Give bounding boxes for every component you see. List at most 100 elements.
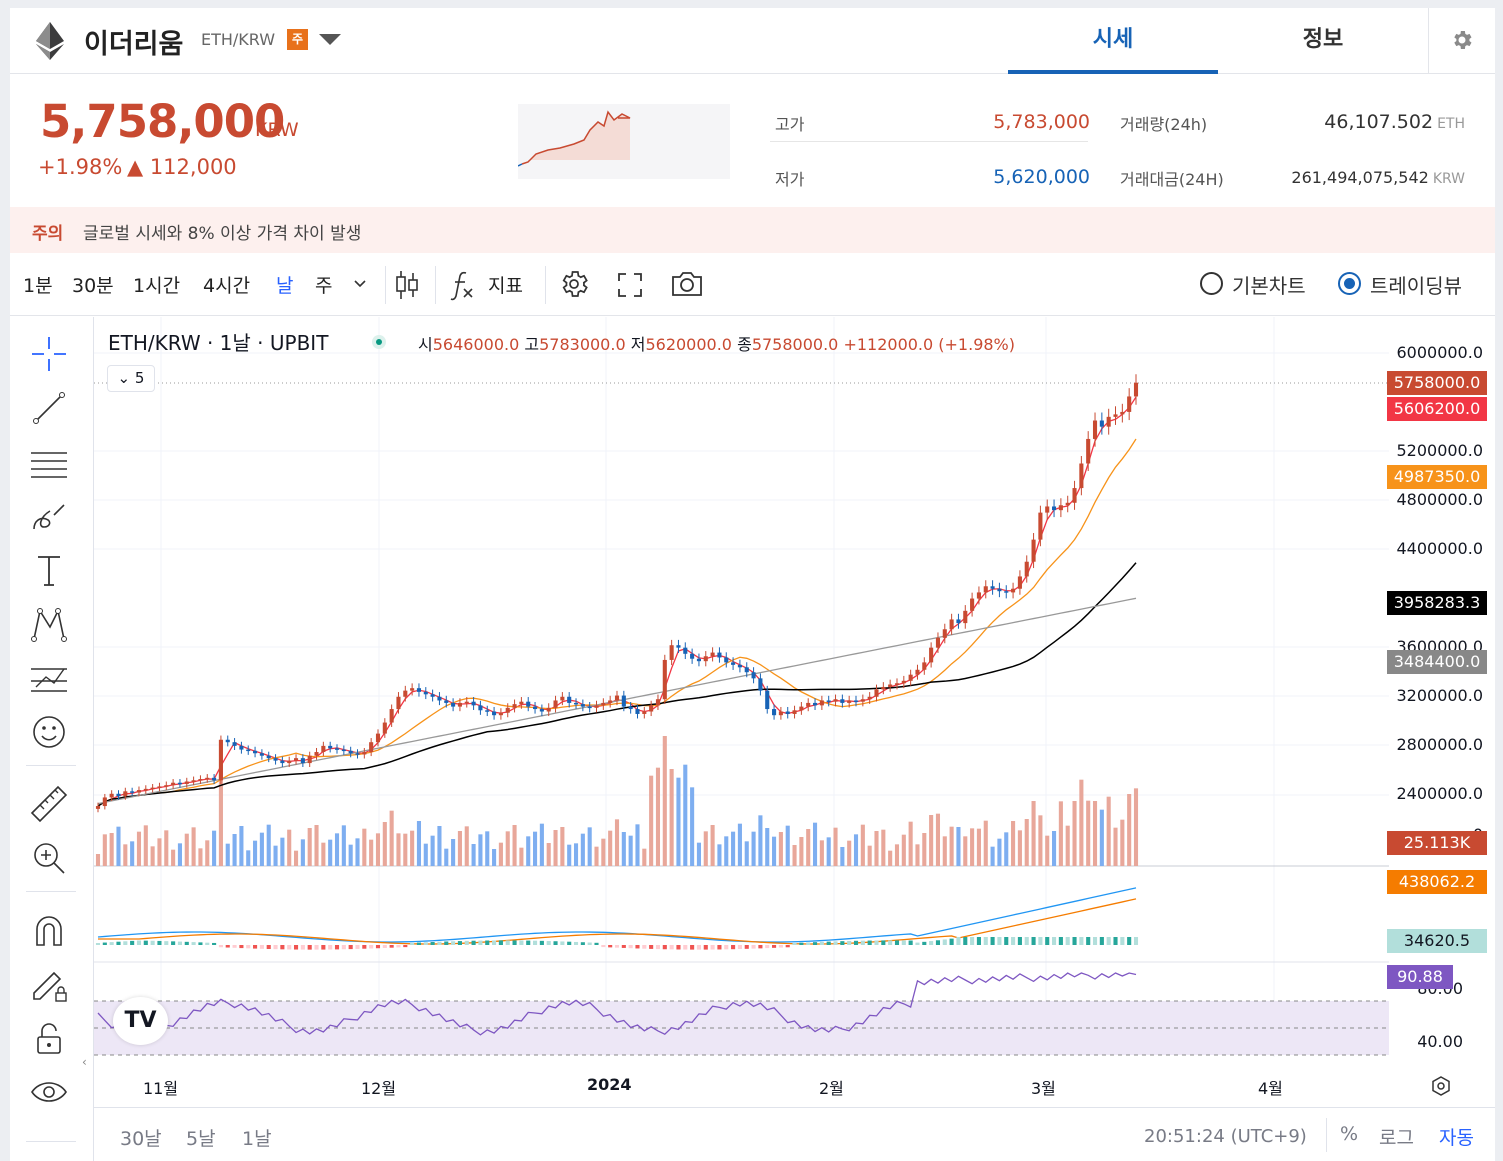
candle-body bbox=[826, 700, 831, 702]
legend-close-label: 종 bbox=[737, 335, 752, 354]
pattern-icon bbox=[31, 608, 67, 642]
candlestick-icon[interactable] bbox=[394, 268, 420, 302]
candle-body bbox=[136, 790, 142, 793]
macd-histogram-bar bbox=[109, 942, 114, 945]
radio-basic-chart[interactable] bbox=[1200, 272, 1223, 295]
candle-body bbox=[266, 755, 271, 759]
chevron-down-icon[interactable] bbox=[353, 278, 367, 290]
emoji-tool[interactable] bbox=[28, 711, 70, 753]
volume-bar bbox=[1127, 794, 1132, 866]
macd-histogram-bar bbox=[177, 941, 182, 945]
candle-body bbox=[164, 785, 169, 787]
function-icon[interactable] bbox=[450, 268, 476, 302]
candle-body bbox=[833, 699, 838, 702]
timeframe-4h[interactable]: 4시간 bbox=[203, 275, 251, 297]
macd-histogram-bar bbox=[533, 940, 538, 945]
timeframe-1h[interactable]: 1시간 bbox=[133, 275, 181, 297]
pattern-tool[interactable] bbox=[28, 603, 70, 645]
candle-body bbox=[867, 696, 872, 700]
macd-histogram-bar bbox=[642, 945, 647, 949]
candle-body bbox=[915, 669, 920, 675]
scale-percent[interactable]: % bbox=[1340, 1123, 1359, 1145]
crosshair-tool[interactable] bbox=[28, 333, 70, 375]
macd-histogram-bar bbox=[546, 941, 551, 945]
candle-body bbox=[403, 690, 408, 697]
camera-icon[interactable] bbox=[670, 269, 704, 299]
indicator-button[interactable]: 지표 bbox=[488, 275, 523, 297]
volume-bar bbox=[942, 836, 947, 866]
timeframe-week[interactable]: 주 bbox=[315, 275, 333, 297]
candle-body bbox=[990, 586, 995, 589]
candle-body bbox=[95, 806, 101, 809]
candle-body bbox=[983, 586, 988, 593]
macd-histogram-bar bbox=[505, 940, 510, 945]
ruler-tool[interactable] bbox=[28, 783, 70, 825]
coin-dropdown-icon[interactable] bbox=[319, 34, 341, 45]
macd-histogram-bar bbox=[341, 945, 346, 950]
volume-bar bbox=[840, 847, 845, 866]
range-5d[interactable]: 5날 bbox=[186, 1128, 216, 1150]
magnet-tool[interactable] bbox=[28, 909, 70, 951]
timeframe-30m[interactable]: 30분 bbox=[72, 275, 114, 297]
macd-histogram-bar bbox=[164, 941, 169, 945]
candle-body bbox=[362, 752, 367, 755]
macd-histogram-bar bbox=[662, 945, 667, 950]
brush-tool[interactable] bbox=[28, 495, 70, 537]
candle-body bbox=[1133, 382, 1139, 397]
timeframe-day[interactable]: 날 bbox=[276, 275, 294, 297]
candle-body bbox=[1092, 420, 1098, 439]
candle-body bbox=[485, 710, 490, 712]
settings-gear-icon[interactable] bbox=[558, 268, 590, 300]
chart-legend-ohlc: 시5646000.0 고5783000.0 저5620000.0 종575800… bbox=[418, 331, 1015, 355]
volume-bar bbox=[355, 838, 360, 866]
range-1d[interactable]: 1날 bbox=[242, 1128, 272, 1150]
settings-button[interactable] bbox=[1428, 8, 1495, 74]
volume-bar bbox=[847, 840, 852, 866]
macd-histogram-bar bbox=[382, 945, 387, 948]
range-30d[interactable]: 30날 bbox=[120, 1128, 162, 1150]
radio-tradingview[interactable] bbox=[1338, 272, 1361, 295]
candle-body bbox=[321, 745, 326, 753]
candle-body bbox=[922, 662, 927, 670]
timeframe-1m[interactable]: 1분 bbox=[23, 275, 53, 297]
chart-clock[interactable]: 20:51:24 (UTC+9) bbox=[1144, 1126, 1307, 1147]
candle-body bbox=[696, 658, 701, 662]
lock-all-tool[interactable] bbox=[28, 1017, 70, 1059]
tab-price[interactable]: 시세 bbox=[1008, 8, 1218, 74]
fib-tool[interactable] bbox=[28, 441, 70, 483]
text-tool[interactable] bbox=[28, 549, 70, 591]
volume-bar bbox=[1065, 825, 1070, 866]
candle-body bbox=[1004, 591, 1009, 593]
volume-bar bbox=[300, 839, 305, 866]
candle-body bbox=[451, 702, 456, 707]
candle-body bbox=[526, 701, 531, 707]
fullscreen-icon[interactable] bbox=[616, 271, 644, 299]
trading-chart: ETH/KRW · 1날 · UPBIT 시5646000.0 고5783000… bbox=[10, 317, 1495, 1161]
scale-auto[interactable]: 자동 bbox=[1439, 1127, 1474, 1149]
lock-drawing-tool[interactable] bbox=[28, 963, 70, 1005]
price-chart-canvas[interactable] bbox=[94, 317, 1394, 1107]
macd-histogram-bar bbox=[212, 942, 217, 945]
volume-bar bbox=[239, 826, 244, 866]
scale-log[interactable]: 로그 bbox=[1379, 1127, 1414, 1149]
volume-bar bbox=[799, 837, 804, 866]
tab-info[interactable]: 정보 bbox=[1302, 27, 1344, 52]
volume-bar bbox=[744, 841, 749, 866]
candle-body bbox=[157, 786, 162, 788]
legend-high-label: 고 bbox=[524, 335, 540, 354]
macd-histogram-bar bbox=[956, 937, 961, 945]
zoom-tool[interactable] bbox=[28, 837, 70, 879]
price-axis-tick: 4400000.0 bbox=[1396, 539, 1483, 558]
forecast-tool[interactable] bbox=[28, 657, 70, 699]
axis-settings-icon[interactable] bbox=[1430, 1075, 1452, 1097]
trend-line-tool[interactable] bbox=[28, 387, 70, 429]
visibility-tool[interactable] bbox=[28, 1071, 70, 1113]
macd-histogram-bar bbox=[293, 945, 299, 950]
indicator-toggle-button[interactable]: ⌄ 5 bbox=[107, 365, 155, 392]
volume-bar bbox=[1011, 821, 1016, 866]
legend-change: +112000.0 (+1.98%) bbox=[843, 335, 1015, 354]
candle-body bbox=[1038, 512, 1043, 540]
low-value: 5,620,000 bbox=[993, 166, 1090, 188]
collapse-toolbar-icon[interactable]: ‹ bbox=[82, 1055, 87, 1069]
candle-body bbox=[573, 702, 579, 705]
